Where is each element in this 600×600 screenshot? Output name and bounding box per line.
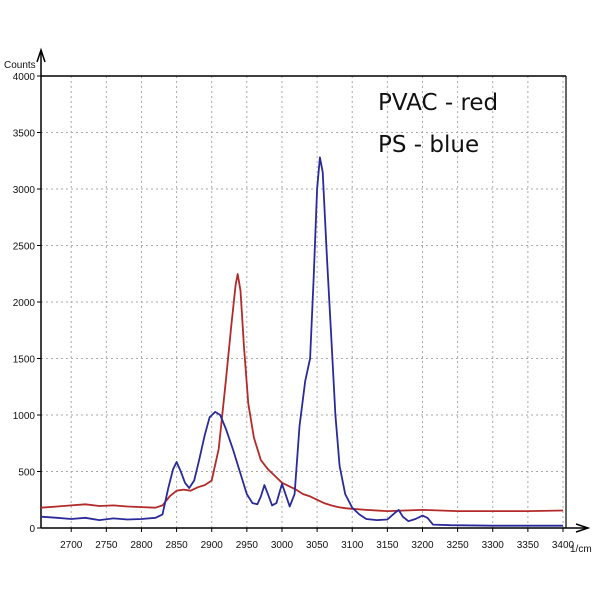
x-tick-label: 3400 xyxy=(552,540,575,551)
series-lines xyxy=(40,156,564,527)
x-axis-label: 1/cm xyxy=(570,544,592,555)
x-tick-label: 3300 xyxy=(482,540,505,551)
y-tick-label: 1500 xyxy=(13,355,36,366)
x-tick-labels: 2700 2750 2800 2850 2900 2950 3000 3050 3100 3150… xyxy=(60,540,574,551)
legend-ps: PS - blue xyxy=(378,132,479,158)
x-tick-label: 3100 xyxy=(341,540,364,551)
x-axis-arrow xyxy=(575,523,591,533)
x-tick-label: 3250 xyxy=(446,540,469,551)
series-line-pvac xyxy=(40,273,564,513)
y-tick-label: 1000 xyxy=(13,411,36,422)
y-tick-labels: 0 500 1000 1500 2000 2500 3000 3500 4000 xyxy=(13,72,36,535)
legend-pvac: PVAC - red xyxy=(378,90,498,116)
y-tick-label: 3500 xyxy=(13,129,36,140)
y-tick-label: 4000 xyxy=(13,72,36,83)
x-tick-label: 2800 xyxy=(130,540,153,551)
axes xyxy=(36,47,591,533)
y-tick-label: 3000 xyxy=(13,185,36,196)
x-tick-label: 3150 xyxy=(376,540,399,551)
y-axis-arrow xyxy=(36,47,46,63)
y-axis-label: Counts xyxy=(4,60,36,71)
x-tick-label: 2950 xyxy=(236,540,259,551)
series-line-ps xyxy=(40,156,563,527)
x-tick-label: 2850 xyxy=(165,540,188,551)
x-tick-label: 3050 xyxy=(306,540,329,551)
x-tick-label: 2750 xyxy=(95,540,118,551)
y-tick-label: 0 xyxy=(29,524,35,535)
x-tick-label: 3000 xyxy=(271,540,294,551)
y-tick-label: 2000 xyxy=(13,298,36,309)
x-tick-label: 2900 xyxy=(201,540,224,551)
y-tick-label: 500 xyxy=(18,468,35,479)
x-tick-label: 3350 xyxy=(517,540,540,551)
x-tick-label: 3200 xyxy=(411,540,434,551)
grid-lines xyxy=(41,76,564,528)
y-tick-label: 2500 xyxy=(13,242,36,253)
x-tick-label: 2700 xyxy=(60,540,83,551)
